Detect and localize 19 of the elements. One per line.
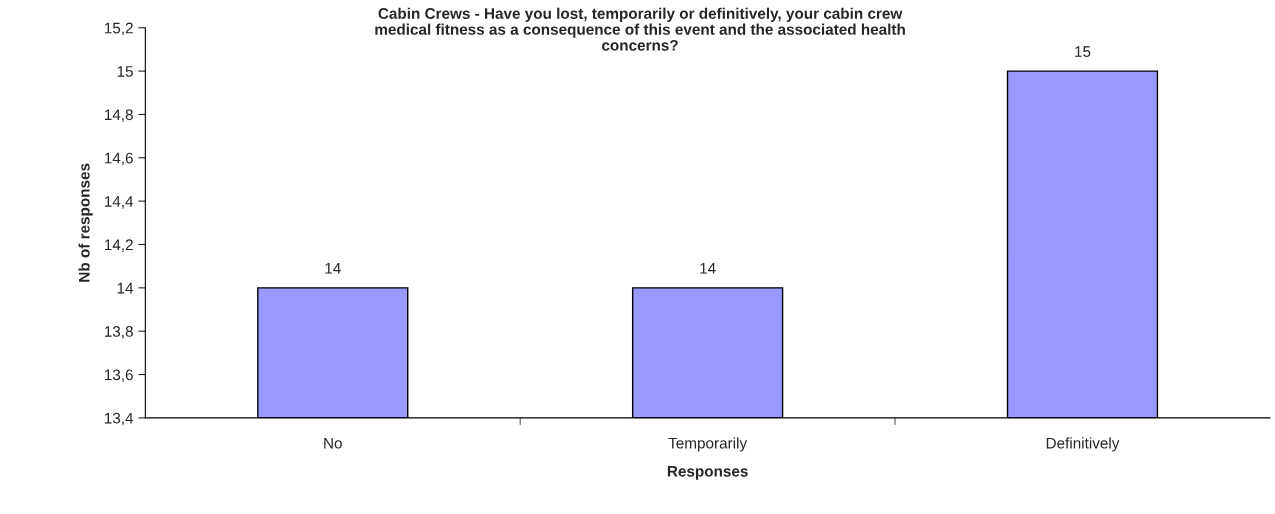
y-tick-label: 14,8 xyxy=(104,109,133,122)
data-label: 14 xyxy=(700,263,716,274)
data-label: 15 xyxy=(1075,46,1091,57)
y-tick-label: 13,4 xyxy=(104,412,134,426)
data-label: 14 xyxy=(325,263,341,274)
y-tick-label: 13,8 xyxy=(104,326,133,339)
x-tick-label: Definitively xyxy=(1046,437,1120,452)
chart-title: Cabin Crews - Have you lost, temporarily or definitively, your cabin crew medical fitness as a consequence of this event and the associated health concerns? xyxy=(375,7,905,51)
x-tick-label: No xyxy=(324,437,342,449)
y-tick-label: 15,2 xyxy=(104,22,133,36)
y-tick-label: 15 xyxy=(117,66,133,77)
x-axis-title: Responses xyxy=(667,466,748,480)
y-tick-label: 14,2 xyxy=(104,239,133,252)
y-tick-label: 13,6 xyxy=(104,369,133,383)
y-tick-label: 14,6 xyxy=(104,152,133,166)
x-tick-label: Temporarily xyxy=(668,437,748,452)
y-tick-label: 14 xyxy=(117,282,134,294)
y-tick-label: 14,4 xyxy=(104,196,134,209)
y-axis-title: Nb of responses xyxy=(78,163,93,282)
